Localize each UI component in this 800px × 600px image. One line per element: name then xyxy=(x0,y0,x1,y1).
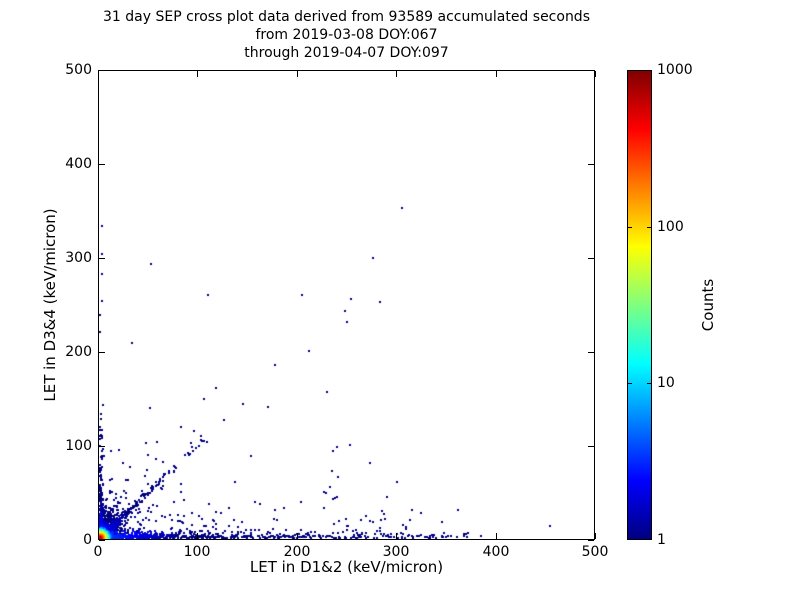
x-tick-top xyxy=(197,71,198,77)
x-tick-label: 300 xyxy=(382,544,410,560)
colorbar-tick-label: 1000 xyxy=(657,62,693,78)
colorbar-tick xyxy=(628,227,632,228)
x-tick xyxy=(98,533,99,539)
colorbar-tick-label: 100 xyxy=(657,219,684,235)
x-tick-label: 200 xyxy=(283,544,311,560)
y-tick xyxy=(99,258,105,259)
x-tick xyxy=(496,533,497,539)
title-line-1: 31 day SEP cross plot data derived from … xyxy=(103,9,590,25)
colorbar-tick xyxy=(647,227,651,228)
colorbar-tick xyxy=(628,383,632,384)
y-tick-label: 400 xyxy=(65,156,92,172)
y-tick xyxy=(99,540,105,541)
colorbar-label: Counts xyxy=(699,278,717,332)
x-tick-label: 400 xyxy=(482,544,510,560)
y-tick-label: 0 xyxy=(83,532,92,548)
title-line-2: from 2019-03-08 DOY:067 xyxy=(255,27,438,43)
x-axis-label: LET in D1&2 (keV/micron) xyxy=(249,558,444,576)
y-tick-right xyxy=(588,164,594,165)
y-tick xyxy=(99,352,105,353)
x-tick-top xyxy=(98,71,99,77)
x-tick xyxy=(595,533,596,539)
y-tick-label: 500 xyxy=(65,62,92,78)
title-line-3: through 2019-04-07 DOY:097 xyxy=(244,45,449,61)
y-tick-label: 200 xyxy=(65,344,92,360)
x-tick-label: 500 xyxy=(581,544,609,560)
y-tick xyxy=(99,70,105,71)
x-tick-label: 100 xyxy=(183,544,211,560)
y-tick-right xyxy=(588,70,594,71)
colorbar-tick-label: 10 xyxy=(657,375,675,391)
x-tick xyxy=(396,533,397,539)
colorbar-tick-label: 1 xyxy=(657,532,666,548)
y-tick-right xyxy=(588,258,594,259)
x-tick xyxy=(297,533,298,539)
x-tick-top xyxy=(496,71,497,77)
y-tick xyxy=(99,164,105,165)
x-tick-top xyxy=(297,71,298,77)
y-tick-right xyxy=(588,540,594,541)
figure-title: 31 day SEP cross plot data derived from … xyxy=(98,8,595,62)
x-tick-label: 0 xyxy=(93,544,103,560)
scatter-points-canvas xyxy=(99,71,594,539)
colorbar xyxy=(627,70,652,540)
x-tick-top xyxy=(595,71,596,77)
y-tick-label: 100 xyxy=(65,438,92,454)
colorbar-tick xyxy=(647,383,651,384)
y-tick xyxy=(99,446,105,447)
y-tick-label: 300 xyxy=(65,250,92,266)
x-tick xyxy=(197,533,198,539)
y-tick-right xyxy=(588,352,594,353)
y-tick-right xyxy=(588,446,594,447)
y-axis-label: LET in D3&4 (keV/micron) xyxy=(41,208,59,402)
plot-area xyxy=(98,70,595,540)
x-tick-top xyxy=(396,71,397,77)
